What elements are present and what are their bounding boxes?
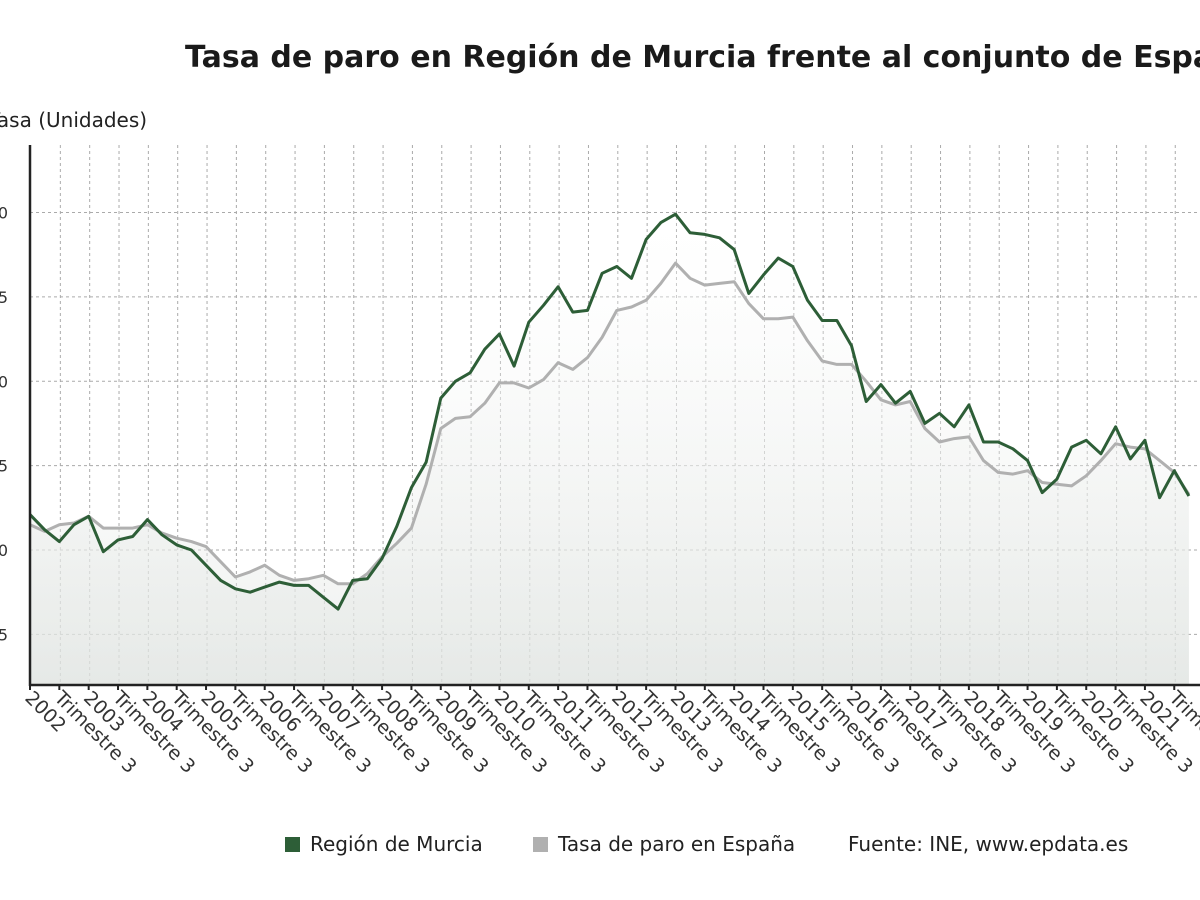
legend-item-murcia: Región de Murcia (285, 832, 483, 856)
legend-swatch-murcia (285, 836, 300, 852)
legend-swatch-espana (533, 836, 548, 852)
legend-item-espana: Tasa de paro en España (533, 832, 795, 856)
legend-label-murcia: Región de Murcia (310, 832, 483, 856)
legend-label-espana: Tasa de paro en España (558, 832, 796, 856)
area-fill-murcia (30, 214, 1189, 685)
chart-title: Tasa de paro en Región de Murcia frente … (185, 40, 1200, 75)
source-note: Fuente: INE, www.epdata.es (848, 832, 1129, 856)
y-tick-label: 15 (0, 457, 8, 476)
series-line-espana (29, 261, 1191, 586)
y-tick-label: 25 (0, 288, 8, 307)
y-axis-label: Tasa (Unidades) (0, 108, 148, 132)
y-tick-label: 30 (0, 204, 8, 223)
y-tick-label: 10 (0, 541, 8, 560)
series-line-murcia (28, 212, 1191, 611)
y-tick-label: 20 (0, 372, 8, 391)
y-tick-label: 5 (0, 625, 8, 644)
